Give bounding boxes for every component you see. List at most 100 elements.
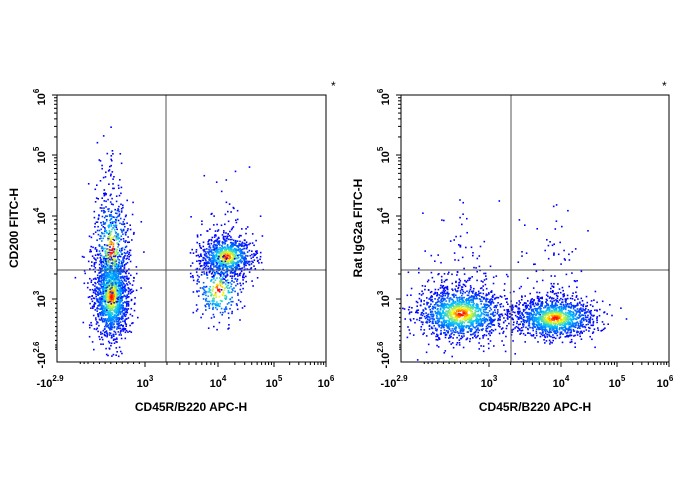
event-dot bbox=[130, 288, 133, 291]
event-dot bbox=[471, 323, 473, 326]
event-dot bbox=[456, 319, 459, 322]
event-dot bbox=[113, 281, 116, 284]
event-dot bbox=[429, 320, 432, 323]
event-dot bbox=[218, 273, 221, 275]
event-dot bbox=[227, 210, 229, 213]
event-dot bbox=[441, 322, 443, 324]
event-dot bbox=[214, 245, 216, 247]
event-dot bbox=[118, 288, 121, 290]
event-dot bbox=[238, 273, 241, 276]
event-dot bbox=[430, 303, 432, 305]
event-dot bbox=[94, 188, 97, 191]
event-dot bbox=[242, 275, 244, 278]
event-dot bbox=[498, 200, 501, 202]
event-dot bbox=[120, 288, 122, 290]
event-dot bbox=[475, 317, 478, 319]
event-dot bbox=[544, 342, 546, 344]
event-dot bbox=[111, 275, 113, 278]
event-dot bbox=[100, 270, 102, 273]
event-dot bbox=[457, 313, 460, 316]
event-dot bbox=[115, 354, 117, 356]
event-dot bbox=[240, 255, 243, 257]
event-dot bbox=[484, 283, 487, 286]
event-dot bbox=[221, 247, 223, 250]
event-dot bbox=[224, 243, 226, 245]
event-dot bbox=[465, 281, 468, 283]
event-dot bbox=[107, 324, 109, 327]
event-dot bbox=[451, 313, 454, 315]
event-dot bbox=[221, 314, 223, 316]
event-dot bbox=[116, 310, 118, 312]
event-dot bbox=[106, 274, 109, 277]
event-dot bbox=[539, 313, 541, 316]
event-dot bbox=[109, 257, 111, 259]
event-dot bbox=[205, 253, 208, 255]
event-dot bbox=[94, 292, 96, 294]
event-dot bbox=[209, 286, 211, 288]
event-dot bbox=[208, 248, 210, 251]
event-dot bbox=[116, 300, 119, 303]
event-dot bbox=[492, 312, 494, 315]
event-dot bbox=[550, 304, 553, 307]
event-dot bbox=[483, 297, 485, 300]
event-dot bbox=[421, 285, 424, 287]
event-dot bbox=[216, 287, 219, 289]
event-dot bbox=[102, 261, 105, 264]
event-dot bbox=[122, 233, 124, 235]
event-dot bbox=[239, 254, 241, 257]
event-dot bbox=[441, 324, 443, 326]
event-dot bbox=[464, 311, 467, 313]
event-dot bbox=[435, 329, 437, 331]
event-dot bbox=[100, 277, 102, 279]
event-dot bbox=[472, 333, 474, 335]
event-dot bbox=[452, 304, 454, 306]
event-dot bbox=[546, 239, 548, 241]
event-dot bbox=[476, 324, 478, 327]
event-dot bbox=[421, 290, 423, 293]
event-dot bbox=[102, 237, 104, 240]
event-dot bbox=[104, 290, 107, 292]
event-dot bbox=[199, 245, 201, 247]
event-dot bbox=[115, 274, 118, 276]
event-dot bbox=[451, 319, 453, 322]
event-dot bbox=[555, 294, 558, 297]
event-dot bbox=[196, 274, 199, 277]
event-dot bbox=[221, 286, 223, 288]
event-dot bbox=[226, 259, 228, 262]
event-dot bbox=[442, 307, 445, 310]
event-dot bbox=[469, 322, 472, 324]
event-dot bbox=[212, 254, 215, 256]
event-dot bbox=[434, 310, 436, 313]
event-dot bbox=[112, 187, 114, 190]
event-dot bbox=[230, 283, 233, 285]
event-dot bbox=[499, 306, 502, 308]
event-dot bbox=[218, 255, 220, 258]
event-dot bbox=[466, 294, 469, 297]
event-dot bbox=[459, 284, 461, 287]
event-dot bbox=[108, 214, 111, 216]
event-dot bbox=[113, 299, 116, 301]
event-dot bbox=[215, 254, 217, 257]
event-dot bbox=[240, 260, 243, 263]
event-dot bbox=[103, 284, 105, 286]
event-dot bbox=[113, 176, 115, 178]
event-dot bbox=[99, 338, 101, 341]
event-dot bbox=[106, 333, 109, 336]
event-dot bbox=[494, 309, 496, 311]
event-dot bbox=[415, 300, 418, 303]
event-dot bbox=[122, 221, 125, 223]
event-dot bbox=[222, 251, 225, 254]
tick-marks bbox=[52, 94, 327, 367]
event-dot bbox=[124, 309, 126, 311]
event-dot bbox=[114, 265, 117, 268]
event-dot bbox=[109, 259, 112, 261]
event-dot bbox=[431, 322, 434, 325]
event-dot bbox=[127, 308, 130, 310]
event-dot bbox=[105, 321, 107, 324]
event-dot bbox=[109, 165, 111, 168]
event-dot bbox=[206, 256, 209, 259]
event-dot bbox=[219, 262, 222, 265]
event-dot bbox=[208, 250, 211, 253]
event-dot bbox=[453, 317, 456, 319]
event-dot bbox=[106, 313, 109, 316]
